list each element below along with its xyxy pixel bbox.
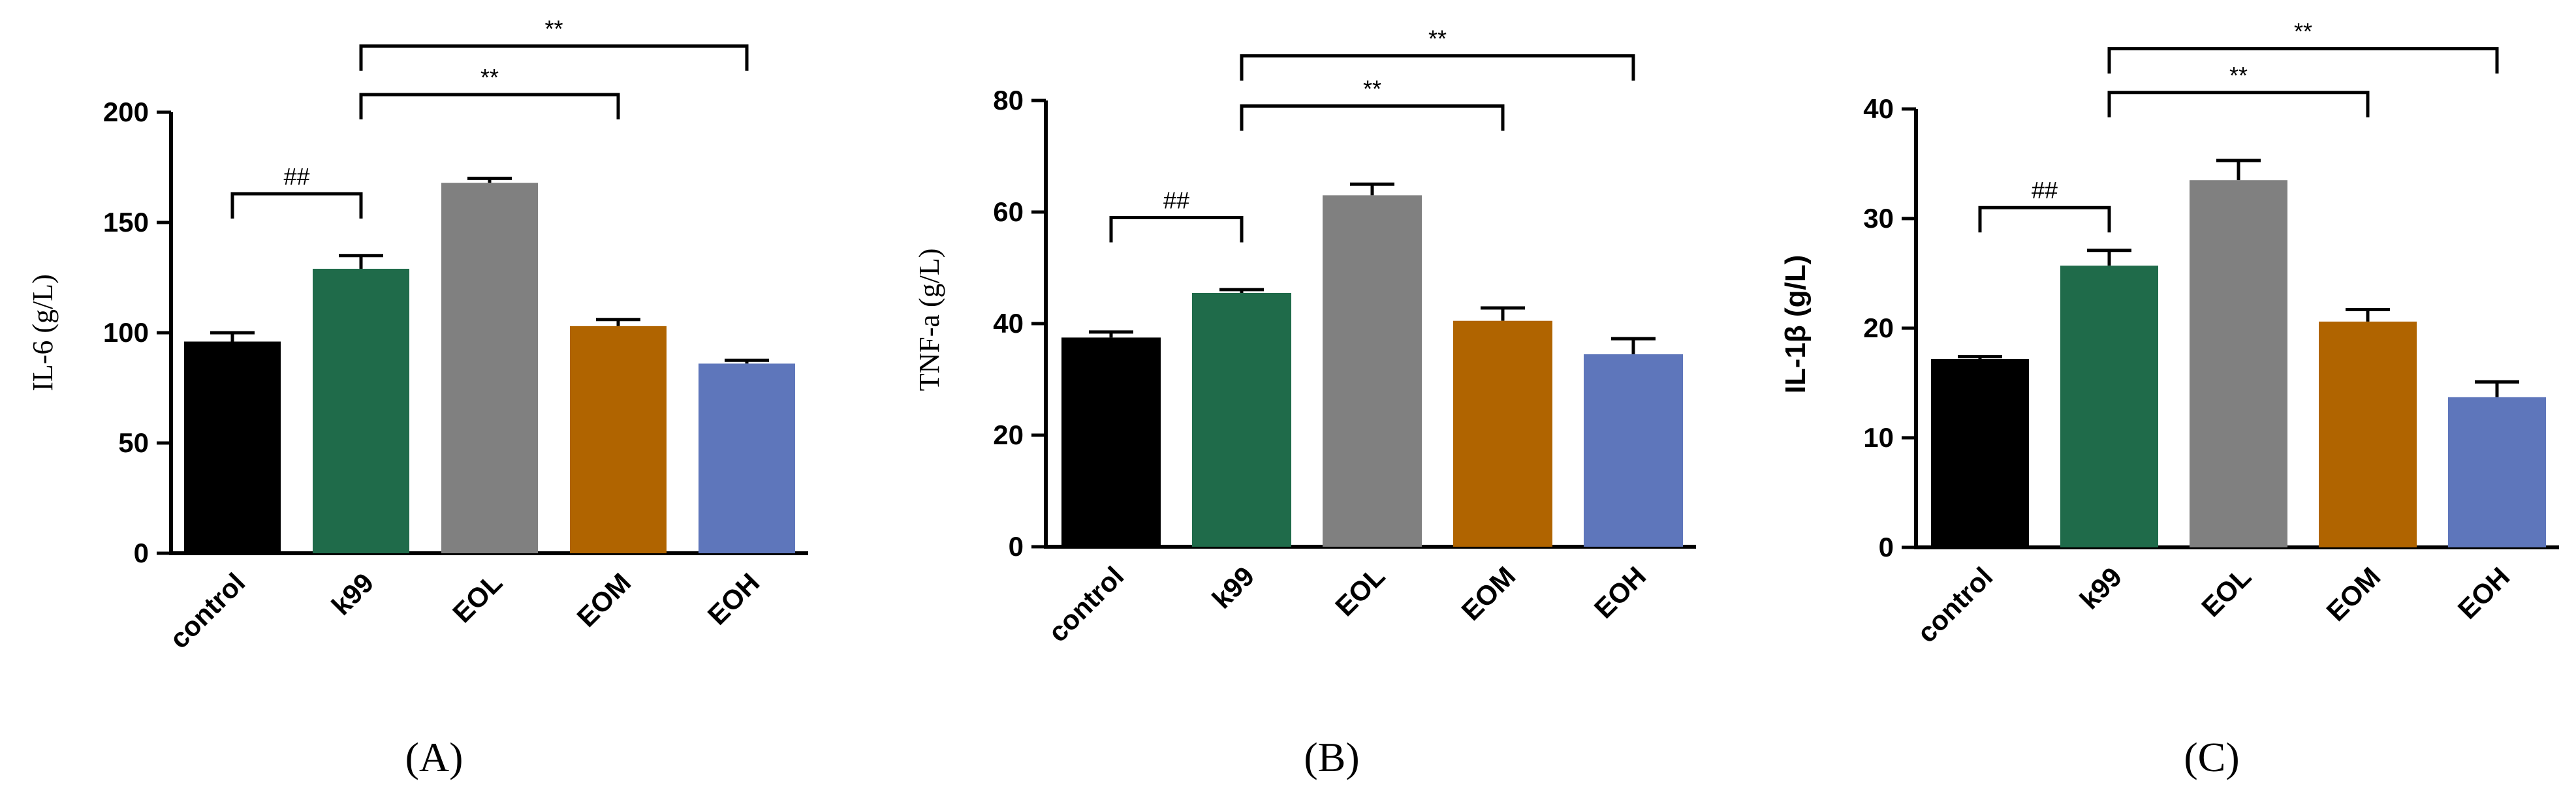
panel-label: (C) <box>2184 734 2239 780</box>
y-tick-label: 100 <box>103 317 149 348</box>
bar-k99 <box>2060 266 2158 547</box>
panel-label: (A) <box>405 734 463 780</box>
y-tick-label: 50 <box>118 427 149 458</box>
category-label-EOH: EOH <box>702 567 766 631</box>
bar-EOL <box>441 183 538 553</box>
panel-label: (B) <box>1304 734 1359 780</box>
bar-EOL <box>2190 180 2287 547</box>
bar-EOH <box>2448 397 2546 547</box>
bar-control <box>1061 337 1161 547</box>
y-axis-label: IL-1β (g/L) <box>1780 255 1812 394</box>
significance-label: ** <box>2229 62 2248 89</box>
bar-EOH <box>699 363 795 553</box>
category-label-EOL: EOL <box>447 567 508 628</box>
bar-EOH <box>1584 354 1683 547</box>
y-tick-label: 0 <box>1009 531 1024 562</box>
y-axis-label: TNF-a (g/L) <box>913 249 945 391</box>
category-label-k99: k99 <box>1206 560 1261 615</box>
y-tick-label: 200 <box>103 97 149 127</box>
category-label-EOH: EOH <box>1588 560 1652 624</box>
significance-bracket <box>1978 206 2111 233</box>
y-tick-label: 150 <box>103 207 149 237</box>
significance-label: ** <box>1363 76 1381 102</box>
y-tick-label: 30 <box>1863 203 1894 234</box>
bar-EOM <box>1453 320 1552 547</box>
significance-label: ## <box>283 163 309 190</box>
category-label-control: control <box>1042 560 1129 648</box>
y-tick-label: 0 <box>1879 532 1894 562</box>
bar-k99 <box>1192 292 1291 547</box>
category-label-EOM: EOM <box>1455 560 1521 626</box>
significance-bracket <box>359 93 620 119</box>
bar-control <box>1931 359 2029 547</box>
y-tick-label: 80 <box>993 85 1024 115</box>
category-label-k99: k99 <box>2074 561 2128 615</box>
chart-panel-2: 0 20 40 60 80 TNF-a (g/L) control k99 EOL EOM EOH #… <box>913 25 1696 780</box>
significance-label: ** <box>2294 18 2312 45</box>
category-label-EOM: EOM <box>2320 561 2386 627</box>
significance-bracket <box>2107 47 2499 74</box>
bar-k99 <box>313 268 409 553</box>
significance-bracket <box>230 192 363 219</box>
y-tick-label: 40 <box>993 308 1024 339</box>
significance-label: ## <box>1163 187 1189 214</box>
category-label-k99: k99 <box>326 567 380 621</box>
bar-EOM <box>2319 321 2417 547</box>
significance-bracket <box>359 44 749 71</box>
significance-bracket <box>2107 91 2370 117</box>
category-label-control: control <box>1911 561 1998 649</box>
bar-EOL <box>1323 195 1422 547</box>
significance-bracket <box>1240 104 1505 131</box>
y-tick-label: 20 <box>1863 313 1894 343</box>
category-label-EOM: EOM <box>571 567 636 633</box>
significance-bracket <box>1240 54 1635 81</box>
significance-bracket <box>1109 216 1244 243</box>
category-label-EOH: EOH <box>2452 561 2516 625</box>
y-axis-label: IL-6 (g/L) <box>27 274 59 391</box>
chart-panel-1: 0 50 100 150 200 IL-6 (g/L) control k99 EOL EOM EO… <box>27 16 808 780</box>
significance-label: ** <box>480 64 499 91</box>
category-label-EOL: EOL <box>2195 561 2257 622</box>
y-tick-label: 0 <box>134 538 149 568</box>
bar-control <box>184 341 281 553</box>
y-tick-label: 60 <box>993 196 1024 227</box>
bar-EOM <box>570 326 667 553</box>
category-label-EOL: EOL <box>1329 560 1390 622</box>
significance-label: ** <box>1428 25 1447 52</box>
y-tick-label: 10 <box>1863 422 1894 453</box>
y-tick-label: 40 <box>1863 93 1894 124</box>
category-label-control: control <box>163 567 251 654</box>
y-tick-label: 20 <box>993 420 1024 450</box>
significance-label: ## <box>2032 177 2058 204</box>
chart-panel-3: 0 10 20 30 40 IL-1β (g/L) control k99 EOL EOM EOH #… <box>1780 18 2559 780</box>
significance-label: ** <box>544 16 563 42</box>
